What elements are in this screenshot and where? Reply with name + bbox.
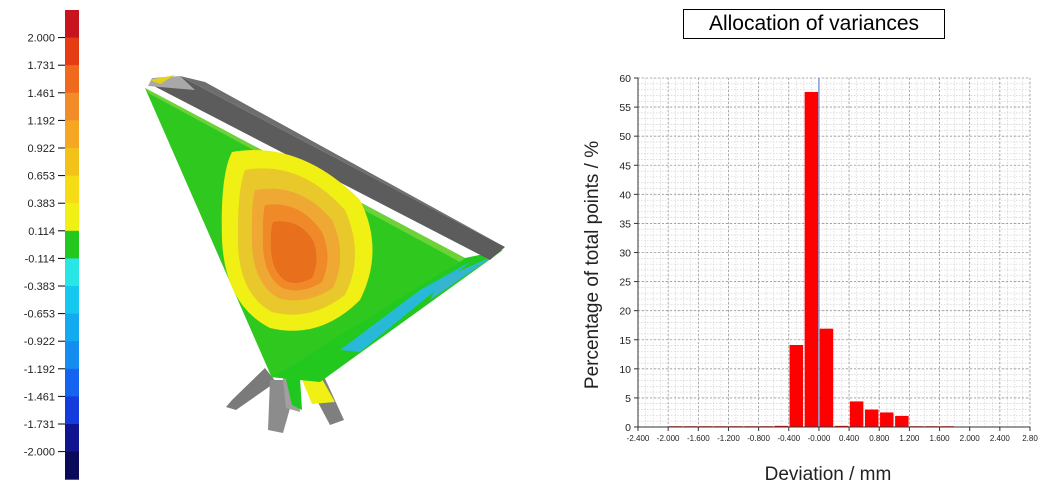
color-scale-swatch [65, 313, 79, 342]
x-tick-label: 1.600 [930, 434, 951, 443]
x-tick-label: 2.80 [1022, 434, 1038, 443]
color-scale-swatch [65, 120, 79, 149]
x-tick-label: 2.000 [960, 434, 981, 443]
chart-bars [668, 91, 954, 428]
chart-grid [637, 77, 1031, 428]
histogram-bar [819, 328, 834, 427]
color-scale-swatch [65, 230, 79, 259]
color-scale: 2.000 1.731 1.461 1.192 0.922 0.653 0.383 0.114… [24, 10, 79, 480]
y-tick-label: 50 [619, 131, 631, 143]
y-tick-label: 10 [619, 364, 631, 376]
color-scale-swatch [65, 368, 79, 397]
color-scale-label: -0.653 [24, 309, 55, 321]
color-scale-label: -1.192 [24, 364, 55, 376]
color-scale-swatch [65, 396, 79, 425]
histogram-bar [880, 412, 894, 427]
x-tick-label: 0.400 [839, 434, 860, 443]
color-scale-swatch [65, 424, 79, 453]
color-scale-swatch [65, 203, 79, 232]
y-tick-label: 20 [619, 306, 631, 318]
color-scale-swatch [65, 148, 79, 177]
color-scale-label: 0.653 [27, 171, 55, 183]
color-scale-label: -2.000 [24, 447, 55, 459]
color-scale-swatch [65, 451, 79, 480]
color-scale-swatch [65, 92, 79, 121]
y-tick-label: 40 [619, 189, 631, 201]
color-scale-label: 2.000 [27, 33, 55, 45]
y-tick-label: 30 [619, 248, 631, 260]
y-tick-label: 35 [619, 218, 631, 230]
color-scale-swatch [65, 65, 79, 94]
color-scale-labels: 2.000 1.731 1.461 1.192 0.922 0.653 0.383 0.114… [24, 33, 65, 459]
color-scale-label: -0.922 [24, 336, 55, 348]
color-scale-swatch [65, 10, 79, 39]
y-tick-label: 25 [619, 277, 631, 289]
deviation-histogram: 0 5 10 15 20 25 30 35 40 45 50 55 60 -2.400 -2.000 -1.… [582, 73, 1038, 485]
x-tick-label: 1.200 [899, 434, 920, 443]
x-tick-label: -0.400 [777, 434, 800, 443]
color-scale-label: 1.461 [27, 88, 55, 100]
color-scale-swatch [65, 258, 79, 287]
x-tick-label: -0.800 [747, 434, 770, 443]
color-scale-label: 0.383 [27, 198, 55, 210]
color-scale-swatches [65, 10, 79, 480]
color-scale-label: -0.383 [24, 281, 55, 293]
color-scale-label: -1.731 [24, 419, 55, 431]
histogram-bar [774, 425, 788, 427]
color-scale-swatch [65, 175, 79, 204]
y-tick-label: 5 [625, 393, 631, 405]
x-tick-label: -0.000 [808, 434, 831, 443]
x-tick-label: 0.800 [869, 434, 890, 443]
y-axis-label: Percentage of total points / % [582, 141, 603, 389]
histogram-bar [804, 91, 819, 428]
color-scale-label: 0.922 [27, 143, 55, 155]
x-tick-label: -2.000 [657, 434, 680, 443]
color-scale-label: 1.731 [27, 60, 55, 72]
color-scale-swatch [65, 37, 79, 66]
x-tick-labels: -2.400 -2.000 -1.600 -1.200 -0.800 -0.400 -0.0… [627, 427, 1038, 443]
histogram-bar [864, 409, 879, 427]
histogram-bar [789, 344, 804, 427]
color-scale-swatch [65, 341, 79, 370]
chart-title: Allocation of variances [683, 9, 945, 39]
color-scale-swatch [65, 286, 79, 315]
x-axis-label: Deviation / mm [765, 464, 892, 485]
color-scale-label: 1.192 [27, 115, 55, 127]
x-tick-label: -1.600 [687, 434, 710, 443]
histogram-bar [895, 415, 909, 427]
color-scale-label: -1.461 [24, 391, 55, 403]
color-scale-label: 0.114 [28, 226, 55, 238]
histogram-bar [849, 401, 864, 427]
histogram-bar [834, 425, 849, 427]
y-tick-label: 55 [619, 102, 631, 114]
color-scale-label: -0.114 [25, 253, 55, 265]
x-tick-label: -1.200 [717, 434, 740, 443]
x-tick-label: -2.400 [627, 434, 650, 443]
y-tick-label: 0 [625, 422, 631, 434]
y-tick-labels: 0 5 10 15 20 25 30 35 40 45 50 55 60 [619, 73, 638, 434]
y-tick-label: 15 [619, 335, 631, 347]
y-tick-label: 60 [619, 73, 631, 85]
y-tick-label: 45 [619, 160, 631, 172]
deviation-color-map-model [145, 75, 505, 433]
x-tick-label: 2.400 [990, 434, 1011, 443]
